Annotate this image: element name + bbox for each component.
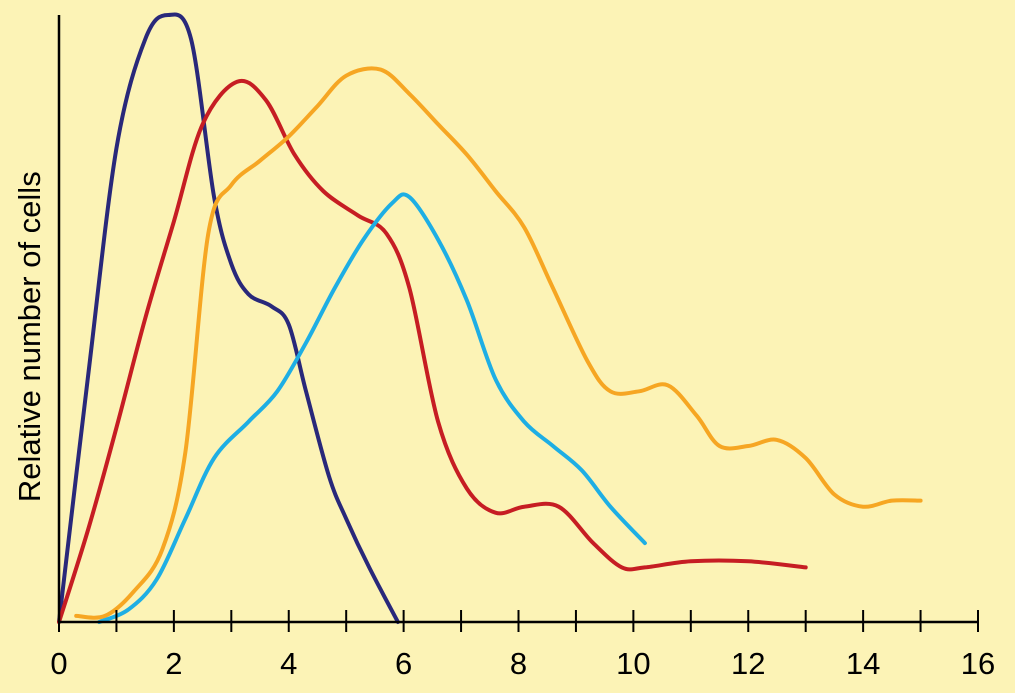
- x-tick-label: 0: [50, 646, 67, 681]
- series-line-navy: [57, 12, 400, 624]
- x-tick-label: 2: [165, 646, 182, 681]
- x-tick-label: 14: [846, 646, 880, 681]
- x-tick-label: 4: [280, 646, 297, 681]
- x-tick-label: 8: [510, 646, 527, 681]
- series-layer: [57, 12, 923, 624]
- series-line-cyan: [97, 192, 647, 624]
- y-axis-label: Relative number of cells: [12, 171, 47, 502]
- x-tick-labels: 0 2 4 6 8 10 12 14 16: [50, 646, 995, 681]
- x-tick-label: 16: [961, 646, 995, 681]
- x-tick-label: 6: [395, 646, 412, 681]
- x-tick-label: 10: [616, 646, 650, 681]
- series-line-red: [57, 78, 808, 624]
- x-tick-label: 12: [731, 646, 765, 681]
- x-ticks: [58, 610, 979, 632]
- series-line-orange: [74, 66, 923, 620]
